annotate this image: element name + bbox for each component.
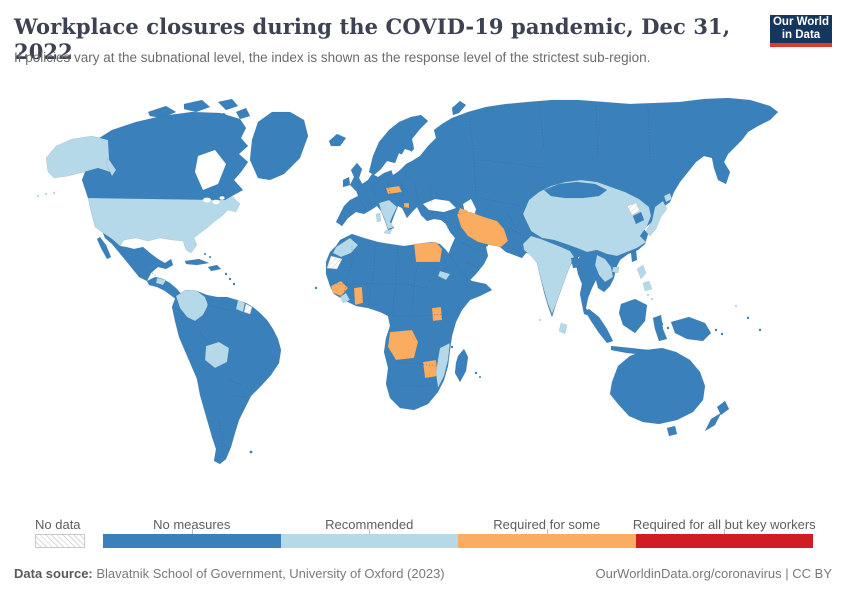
legend-label: Recommended <box>325 517 414 532</box>
landmass-south-america[interactable] <box>171 289 282 465</box>
country-austria[interactable] <box>385 185 403 195</box>
data-source-label: Data source: <box>14 566 93 581</box>
country-zimbabwe[interactable] <box>422 359 439 379</box>
region-south-america <box>171 289 282 465</box>
legend-tick <box>369 529 371 534</box>
country-colombia[interactable] <box>175 289 209 322</box>
legend-segment-required-for-all: Required for all but key workers <box>632 512 816 548</box>
country-ghana[interactable] <box>353 286 364 306</box>
country-laos-cambodia[interactable] <box>594 254 614 283</box>
country-suriname[interactable] <box>243 303 253 315</box>
data-source-text: Blavatnik School of Government, Universi… <box>92 566 445 581</box>
black-sea <box>423 199 456 212</box>
legend-no-data-label: No data <box>35 517 81 532</box>
legend-segment-required-for-some: Required for some <box>458 512 636 548</box>
country-guinea-sierra-leone[interactable] <box>330 280 349 297</box>
owid-logo-line2: in Data <box>781 29 821 41</box>
baltic-sea <box>391 149 411 175</box>
country-bolivia[interactable] <box>204 341 230 369</box>
country-madagascar[interactable] <box>454 348 469 383</box>
landmass-oceania[interactable] <box>538 298 762 437</box>
legend-label: Required for all but key workers <box>632 517 816 532</box>
legend-label: Required for some <box>493 517 601 532</box>
legend-swatch-no-measures[interactable] <box>103 534 281 548</box>
country-indonesia[interactable] <box>584 308 614 344</box>
country-hainan <box>611 266 620 274</box>
country-philippines[interactable] <box>636 264 647 280</box>
legend-swatch-required-for-some[interactable] <box>458 534 636 548</box>
country-greenland[interactable] <box>249 111 309 181</box>
page-subtitle: If policies vary at the subnational leve… <box>14 50 651 65</box>
country-ireland[interactable] <box>342 176 351 188</box>
legend-tick <box>724 529 726 534</box>
legend-segment-no-measures: No measures <box>103 512 281 548</box>
region-borneo <box>618 298 648 334</box>
country-montenegro[interactable] <box>403 202 410 209</box>
country-uganda[interactable] <box>431 306 443 322</box>
country-guyana[interactable] <box>235 299 246 313</box>
country-japan[interactable] <box>645 200 668 237</box>
country-mongolia[interactable] <box>543 181 608 199</box>
landmass-africa[interactable] <box>314 233 493 411</box>
country-taiwan[interactable] <box>630 249 638 263</box>
region-scandinavia <box>368 114 429 176</box>
legend-swatch-recommended[interactable] <box>280 534 458 548</box>
country-iceland[interactable] <box>328 133 347 147</box>
country-south-korea[interactable] <box>632 211 645 225</box>
legend-tick <box>546 529 548 534</box>
country-china[interactable] <box>522 179 652 257</box>
country-mexico[interactable] <box>102 232 174 282</box>
country-new-zealand[interactable] <box>716 400 730 416</box>
country-bangladesh[interactable] <box>570 256 581 269</box>
region-tasmania <box>666 425 678 437</box>
country-borders <box>149 105 651 459</box>
country-mozambique[interactable] <box>435 342 451 389</box>
country-alaska[interactable] <box>45 135 111 179</box>
country-italy[interactable] <box>378 199 398 230</box>
country-sri-lanka[interactable] <box>558 322 568 335</box>
country-honduras[interactable] <box>155 277 167 286</box>
legend-swatch-required-for-all[interactable] <box>635 534 813 548</box>
country-arctic-islands <box>147 105 177 119</box>
legend-segment-recommended: Recommended <box>280 512 458 548</box>
persian-gulf <box>487 243 499 252</box>
owid-logo-line1: Our World <box>772 16 829 28</box>
country-united-states[interactable] <box>87 195 241 254</box>
landmass-north-america[interactable] <box>36 98 309 302</box>
country-australia[interactable] <box>609 347 706 425</box>
map-legend: No data No measures Recommended Required… <box>0 512 850 552</box>
country-eritrea[interactable] <box>437 270 451 281</box>
legend-bar: No measures Recommended Required for som… <box>103 512 816 548</box>
owid-link[interactable]: OurWorldinData.org/coronavirus | CC BY <box>595 566 832 581</box>
country-iran[interactable] <box>456 211 509 248</box>
country-north-korea[interactable] <box>626 202 641 216</box>
legend-tick <box>191 529 193 534</box>
country-morocco[interactable] <box>332 237 359 258</box>
country-angola[interactable] <box>387 329 419 361</box>
country-india[interactable] <box>522 235 575 315</box>
country-papua-new-guinea[interactable] <box>670 316 712 342</box>
page-title: Workplace closures during the COVID-19 p… <box>14 14 731 64</box>
country-western-sahara[interactable] <box>326 255 343 270</box>
country-egypt[interactable] <box>413 241 443 263</box>
legend-no-data-swatch[interactable] <box>35 534 85 548</box>
country-cuba[interactable] <box>184 258 210 266</box>
legend-label: No measures <box>153 517 231 532</box>
owid-logo[interactable]: Our World in Data <box>770 15 832 47</box>
country-liberia[interactable] <box>339 292 351 304</box>
data-source: Data source: Blavatnik School of Governm… <box>14 566 445 581</box>
footer: Data source: Blavatnik School of Governm… <box>0 566 850 581</box>
